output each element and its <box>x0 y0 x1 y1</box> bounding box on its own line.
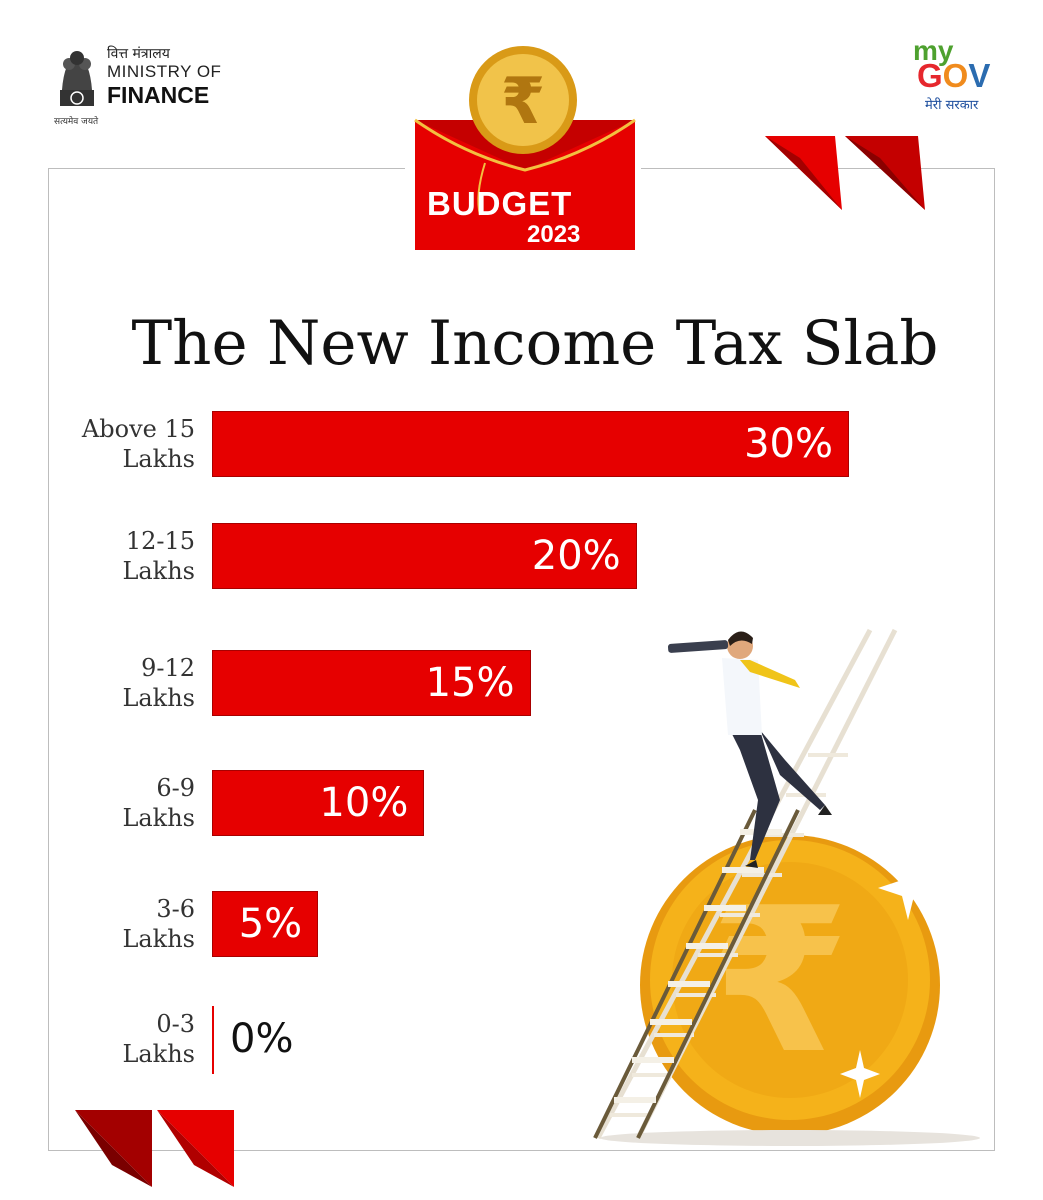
slab-label-line: Above 15 <box>81 415 195 443</box>
slab-label-line: Lakhs <box>122 557 195 585</box>
slab-rate-label: 10% <box>319 780 409 826</box>
national-emblem-icon <box>60 51 94 106</box>
svg-text:₹: ₹ <box>710 865 849 1098</box>
slab-rate-label: 15% <box>425 660 515 706</box>
budget-badge: ₹ BUDGET 2023 <box>405 45 645 255</box>
slab-label-line: Lakhs <box>122 1040 195 1068</box>
mygov-logo: my GOV मेरी सरकार <box>905 35 1015 120</box>
slab-label-line: Lakhs <box>122 684 195 712</box>
slab-rate-label: 20% <box>531 533 621 579</box>
slab-bar <box>212 891 319 957</box>
slab-label-line: 0-3 <box>156 1010 195 1038</box>
mygov-my-text: my <box>913 35 954 66</box>
ministry-of-finance-logo: वित्त मंत्रालय MINISTRY OF FINANCE सत्यम… <box>52 42 252 127</box>
slab-label: 9-12 Lakhs <box>9 653 195 713</box>
slab-label-line: 9-12 <box>141 654 195 682</box>
slab-label: Above 15 Lakhs <box>9 414 195 474</box>
slab-label: 3-6 Lakhs <box>9 894 195 954</box>
mygov-gov-text: GOV <box>917 57 990 95</box>
slab-bar <box>212 770 425 836</box>
budget-bag-icon: ₹ <box>414 46 636 250</box>
ministry-motto: सत्यमेव जयते <box>54 117 99 127</box>
ministry-name-line2: FINANCE <box>107 82 210 108</box>
slab-label-line: 6-9 <box>156 774 195 802</box>
slab-rate-label: 0% <box>230 1016 294 1062</box>
slab-label: 0-3 Lakhs <box>9 1009 195 1069</box>
slab-label-line: Lakhs <box>122 925 195 953</box>
slab-label: 6-9 Lakhs <box>9 773 195 833</box>
ministry-hindi-name: वित्त मंत्रालय <box>107 46 170 62</box>
chevron-decoration-top-icon <box>765 136 925 210</box>
page-title: The New Income Tax Slab <box>131 308 939 379</box>
budget-year: 2023 <box>527 221 581 248</box>
mygov-letter: G <box>917 57 943 94</box>
slab-bar <box>212 411 849 477</box>
slab-bar <box>212 1006 214 1074</box>
mygov-letter: O <box>942 57 969 94</box>
slab-label-line: Lakhs <box>122 445 195 473</box>
budget-label: BUDGET <box>427 185 573 222</box>
coin-ladder-illustration: ₹ <box>593 628 980 1146</box>
slab-rate-label: 30% <box>744 421 833 467</box>
slab-label-line: 12-15 <box>125 527 195 555</box>
slab-label-line: 3-6 <box>156 895 195 923</box>
mygov-letter: V <box>968 57 991 94</box>
slab-bar <box>212 523 637 589</box>
slab-label: 12-15 Lakhs <box>9 526 195 586</box>
ministry-name-line1: MINISTRY OF <box>107 62 222 81</box>
rupee-symbol: ₹ <box>501 65 546 139</box>
slab-bar <box>212 650 531 716</box>
mygov-tagline: मेरी सरकार <box>925 98 979 113</box>
slab-rate-label: 5% <box>238 901 303 947</box>
slab-label-line: Lakhs <box>122 804 195 832</box>
chevron-decoration-bottom-icon <box>75 1110 234 1187</box>
